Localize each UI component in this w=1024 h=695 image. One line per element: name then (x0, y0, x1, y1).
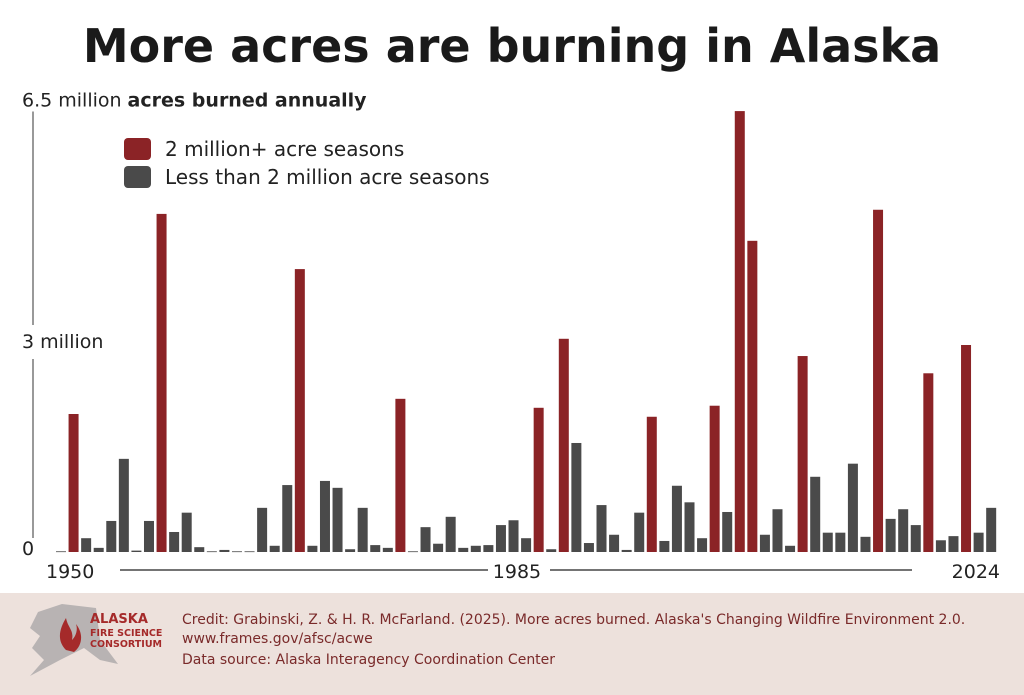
bar (910, 525, 921, 552)
bar (885, 518, 896, 552)
bar (835, 532, 846, 552)
bar (345, 549, 356, 552)
bar (571, 442, 582, 552)
bar (923, 373, 934, 552)
bar (231, 551, 242, 553)
bar (772, 509, 783, 552)
bar (181, 512, 192, 552)
bar (294, 269, 305, 552)
bar (646, 416, 657, 552)
bar (458, 547, 469, 552)
bar (357, 507, 368, 552)
flame-icon (59, 618, 82, 652)
bar (332, 487, 343, 552)
logo-text: FIRE SCIENCE (90, 628, 162, 639)
bar (206, 551, 217, 553)
bar (596, 505, 607, 552)
bar (747, 240, 758, 552)
bar (697, 538, 708, 552)
bar (370, 545, 381, 552)
y-tick-label: 0 (22, 538, 34, 560)
url-text: www.frames.gov/afsc/acwe (182, 631, 373, 647)
bar (986, 507, 997, 552)
bar (797, 356, 808, 552)
bar (810, 476, 821, 552)
logo-text: ALASKA (90, 612, 148, 627)
bar (81, 538, 92, 552)
bar (470, 545, 481, 552)
bar (759, 534, 770, 552)
y-axis-label: acres burned annually (128, 90, 368, 112)
bar (546, 549, 557, 552)
logo-text: CONSORTIUM (90, 639, 162, 650)
bar (935, 540, 946, 552)
bar (722, 511, 733, 552)
bar (671, 485, 682, 552)
x-tick-label: 1950 (46, 561, 94, 583)
bar (583, 543, 594, 552)
bar (533, 407, 544, 552)
footer-background (0, 593, 1024, 695)
bar (860, 536, 871, 552)
y-tick-label: 3 million (22, 331, 103, 353)
bar (257, 507, 268, 552)
bar (106, 520, 117, 552)
bar (118, 458, 129, 552)
bar (407, 551, 418, 553)
x-tick-label: 1985 (493, 561, 541, 583)
bar (973, 532, 984, 552)
bar (93, 547, 104, 552)
bar (785, 545, 796, 552)
bar (319, 480, 330, 552)
bar (734, 111, 745, 552)
bar (219, 549, 230, 552)
bar (961, 345, 972, 552)
bar (420, 527, 431, 552)
bar (558, 338, 569, 552)
bar (521, 538, 532, 552)
bar (395, 398, 406, 552)
bar (433, 543, 444, 552)
bar (143, 520, 154, 552)
bar (307, 545, 318, 552)
bar (269, 545, 280, 552)
bar (68, 414, 79, 552)
bar (445, 516, 456, 552)
x-tick-label: 2024 (952, 561, 1000, 583)
bar (709, 405, 720, 552)
bar (382, 547, 393, 552)
bar (244, 551, 255, 553)
legend-label: Less than 2 million acre seasons (165, 165, 490, 189)
legend-swatch (124, 138, 151, 160)
source-text: Data source: Alaska Interagency Coordina… (182, 652, 555, 668)
bar (56, 551, 66, 553)
bar (131, 550, 142, 552)
legend-swatch (124, 166, 151, 188)
bar (621, 549, 632, 552)
bar (282, 485, 293, 552)
y-tick-label: 6.5 million (22, 90, 122, 112)
bar (684, 502, 695, 552)
bar (495, 525, 506, 552)
bar (873, 209, 884, 552)
bar (169, 531, 180, 552)
legend-label: 2 million+ acre seasons (165, 137, 404, 161)
bar (948, 536, 959, 552)
bar (194, 547, 205, 552)
bar (898, 509, 909, 552)
bar (156, 213, 167, 552)
chart-title: More acres are burning in Alaska (83, 19, 941, 73)
bar (847, 463, 858, 552)
bar (659, 540, 670, 552)
bar (508, 520, 519, 552)
credit-text: Credit: Grabinski, Z. & H. R. McFarland.… (182, 612, 965, 628)
bar (483, 545, 494, 552)
bar (634, 512, 645, 552)
bar (609, 534, 620, 552)
bar (822, 532, 833, 552)
